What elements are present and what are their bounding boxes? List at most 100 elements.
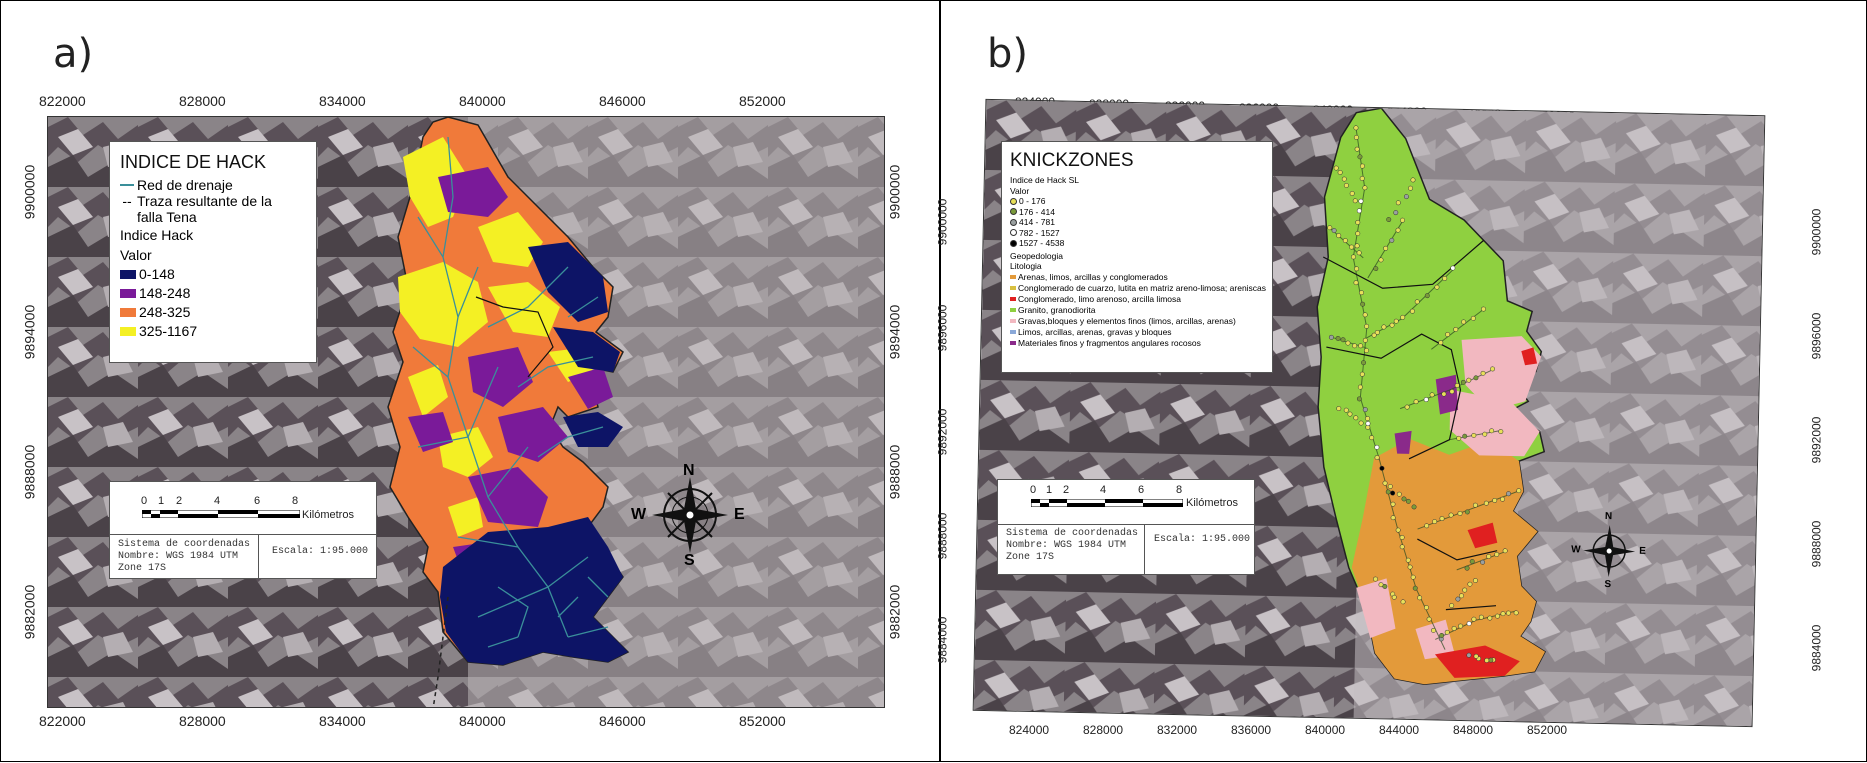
- coord-line: Nombre: WGS 1984 UTM: [1006, 540, 1127, 551]
- lithology-gravas-zone: [1356, 578, 1396, 639]
- legend-fault: -- Traza resultante de la: [120, 193, 306, 209]
- knickzone-point: [1405, 498, 1411, 504]
- knickzone-point: [1354, 266, 1360, 272]
- legend-drainage-label: Red de drenaje: [137, 177, 233, 193]
- legend-lithology-label: Arenas, limos, arcillas y conglomerados: [1018, 271, 1168, 282]
- knickzone-point: [1382, 480, 1388, 486]
- class-0-148-zone: [553, 327, 620, 372]
- x-tick-top: 822000: [39, 93, 86, 109]
- legend-class-label: 148-248: [139, 285, 191, 301]
- x-tick-bottom: 844000: [1379, 723, 1420, 737]
- legend-point-row: 0 - 176: [1010, 196, 1264, 207]
- x-tick-bottom: 846000: [599, 713, 646, 729]
- knickzone-point: [1450, 265, 1456, 271]
- x-tick-top: 852000: [739, 93, 786, 109]
- scale-tick: 8: [292, 495, 299, 507]
- knickzone-point: [1379, 465, 1385, 471]
- knickzone-point: [1342, 238, 1348, 244]
- knickzone-point: [1494, 552, 1500, 557]
- knickzone-point: [1502, 548, 1508, 554]
- y-tick-right: 9892000: [1809, 416, 1824, 464]
- knickzone-point: [1360, 163, 1365, 169]
- scale-tick: 0: [1030, 484, 1037, 496]
- knickzone-point: [1387, 484, 1393, 489]
- knickzone-point: [1473, 375, 1479, 381]
- knickzone-point: [1432, 519, 1438, 525]
- knickzone-point: [1400, 599, 1406, 605]
- legend-class-row: 0-148: [120, 266, 306, 282]
- knickzone-point: [1411, 504, 1417, 510]
- legend-point-label: 414 - 781: [1019, 217, 1055, 227]
- knickzone-point: [1352, 198, 1358, 204]
- knickzone-point: [1361, 360, 1367, 366]
- knickzone-point: [1328, 334, 1334, 340]
- knickzone-point: [1386, 217, 1392, 223]
- y-tick-right: 9882000: [886, 584, 903, 640]
- y-tick-right: 9888000: [886, 444, 903, 500]
- panel-b: b) 824000 828000 832000 836000 840000 84…: [935, 0, 1867, 762]
- knickzone-point: [1345, 340, 1351, 346]
- knickzone-point: [1356, 396, 1362, 402]
- knickzone-point: [1359, 176, 1365, 181]
- legend-points: 0 - 176 176 - 414 414 - 781 782 - 1527 1527 …: [1010, 196, 1264, 249]
- compass-n-label: N: [1604, 510, 1613, 523]
- lithology-conglomerado-zone: [1467, 522, 1498, 549]
- y-tick-left: 9888000: [21, 444, 38, 500]
- panel-a-label: a): [53, 31, 94, 77]
- knickzone-point: [1390, 515, 1396, 521]
- knickzone-point: [1373, 266, 1379, 272]
- fault-swatch: --: [122, 193, 132, 209]
- knickzone-point: [1464, 565, 1470, 571]
- legend-swatch: [120, 307, 136, 317]
- knickzone-point: [1449, 389, 1455, 394]
- legend-lithology-swatch: [1010, 330, 1016, 334]
- knickzone-point: [1505, 610, 1511, 616]
- knickzone-point: [1403, 194, 1409, 200]
- knickzone-point: [1424, 293, 1430, 299]
- knickzone-point: [1374, 444, 1380, 450]
- knickzone-point: [1498, 429, 1504, 435]
- north-arrow-b: [1583, 525, 1636, 578]
- knickzone-point: [1360, 301, 1366, 307]
- compass-w-label: W: [1571, 544, 1581, 556]
- knickzone-point: [1340, 337, 1346, 343]
- knickzone-point: [1393, 318, 1399, 324]
- legend-a: INDICE DE HACK Red de drenaje -- Traza r…: [109, 141, 317, 363]
- legend-subtitle: Indice de Hack SL: [1010, 175, 1079, 185]
- knickzone-points: [1327, 125, 1522, 663]
- class-148-248-zone: [438, 167, 508, 217]
- knickzone-point: [1423, 605, 1429, 610]
- legend-lithology-row: Granito, granodiorita: [1010, 305, 1264, 316]
- legend-title: INDICE DE HACK: [120, 152, 267, 172]
- knickzone-point: [1357, 384, 1363, 390]
- x-tick-bottom: 852000: [739, 713, 786, 729]
- knickzone-point: [1356, 250, 1362, 256]
- knickzone-point: [1424, 523, 1430, 529]
- knickzone-point: [1354, 146, 1360, 152]
- knickzone-point: [1456, 435, 1462, 441]
- knickzone-point: [1341, 176, 1347, 182]
- legend-lithology-label: Conglomerado de cuarzo, lutita en matriz…: [1018, 282, 1267, 293]
- legend-point-swatch: [1010, 218, 1017, 226]
- x-tick-bottom: 848000: [1453, 723, 1494, 737]
- legend-point-label: 1527 - 4538: [1019, 238, 1065, 248]
- knickzone-point: [1408, 185, 1413, 191]
- knickzone-point: [1448, 512, 1454, 518]
- knickzone-point: [1378, 257, 1384, 263]
- knickzone-point: [1390, 501, 1396, 507]
- scale-tick: 1: [158, 495, 165, 507]
- legend-b: KNICKZONES Indice de Hack SL Valor 0 - 1…: [1001, 141, 1273, 373]
- knickzone-point: [1400, 314, 1406, 320]
- y-tick-right: 9888000: [1809, 520, 1824, 568]
- knickzone-point: [1362, 312, 1368, 318]
- x-tick-bottom: 840000: [1305, 723, 1346, 737]
- legend-point-swatch: [1010, 229, 1017, 237]
- knickzone-point: [1364, 323, 1370, 329]
- knickzone-point: [1389, 322, 1395, 328]
- knickzone-point: [1487, 615, 1493, 621]
- compass-e-label: E: [1639, 545, 1646, 557]
- legend-lithology-row: Arenas, limos, arcillas y conglomerados: [1010, 272, 1264, 283]
- y-tick-left: 9888000: [935, 512, 950, 560]
- knickzone-point: [1364, 348, 1369, 353]
- knickzone-point: [1353, 125, 1359, 131]
